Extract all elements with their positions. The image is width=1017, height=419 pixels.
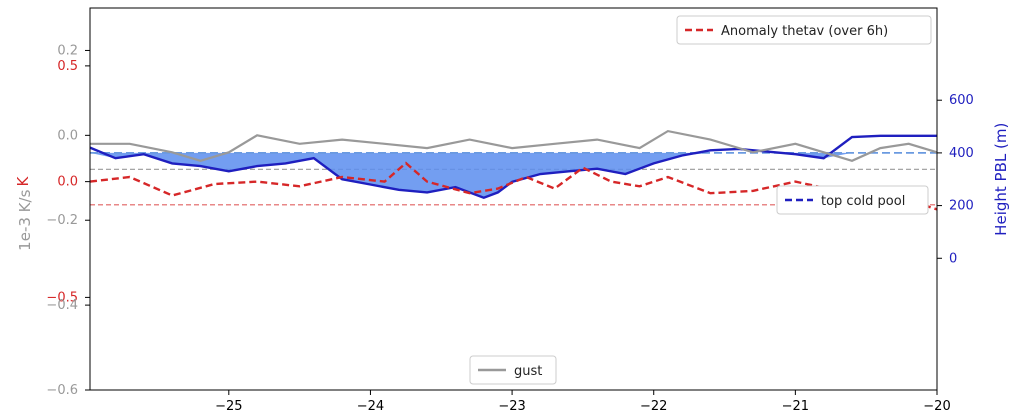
pbl-y-axis-label: Height PBL (m) <box>992 123 1010 236</box>
pbl-y-tick-label: 600 <box>949 93 974 108</box>
legend-top-cold-pool-frame <box>776 185 929 215</box>
x-tick-label: −22 <box>640 399 667 414</box>
gust-y-tick-label: 0.2 <box>57 43 78 58</box>
anomaly-thetav-line <box>89 161 938 211</box>
legend-gust-label: gust <box>514 364 542 379</box>
plot-area: −25 −24 −23 −22 −21 −20 0.5 0.0 −0.5 K 0.2 0.0 −0.2 −… <box>14 7 1010 414</box>
x-tick-label: −21 <box>782 399 809 414</box>
gust-line <box>90 129 938 162</box>
legend-anomaly-label: Anomaly thetav (over 6h) <box>721 24 888 39</box>
pbl-height-line <box>89 134 937 199</box>
x-tick-label: −23 <box>498 399 525 414</box>
legend-gust-frame <box>469 355 557 385</box>
anomaly-y-tick-label: 0.0 <box>57 175 78 190</box>
anomaly-y-axis-label: K <box>14 176 32 187</box>
legend-anomaly-frame <box>676 15 932 45</box>
x-tick-label: −25 <box>215 399 242 414</box>
legend-group: Anomaly thetav (over 6h) top cold pool gus… <box>469 15 932 385</box>
gust-y-tick-label: 0.0 <box>57 128 78 143</box>
legend-gust: gust <box>469 355 557 385</box>
gust-y-tick-label: −0.4 <box>46 298 78 313</box>
gust-y-tick-label: −0.2 <box>46 213 78 228</box>
anomaly-y-tick-label: −0.5 <box>46 290 78 305</box>
plot-frame <box>89 7 938 391</box>
x-tick-label: −20 <box>923 399 950 414</box>
legend-top-cold-pool: top cold pool <box>776 185 929 215</box>
gust-y-axis-label: 1e-3 K/s <box>16 189 34 250</box>
pbl-y-tick-label: 400 <box>949 146 974 161</box>
legend-anomaly: Anomaly thetav (over 6h) <box>676 15 932 45</box>
anomaly-y-tick-label: 0.5 <box>57 59 78 74</box>
pbl-y-tick-label: 200 <box>949 199 974 214</box>
pbl-cold-pool-fill <box>90 152 937 198</box>
pbl-y-tick-label: 0 <box>949 251 957 266</box>
x-tick-label: −24 <box>357 399 384 414</box>
legend-top-cold-pool-label: top cold pool <box>821 194 905 209</box>
gust-y-tick-label: −0.6 <box>46 383 78 398</box>
